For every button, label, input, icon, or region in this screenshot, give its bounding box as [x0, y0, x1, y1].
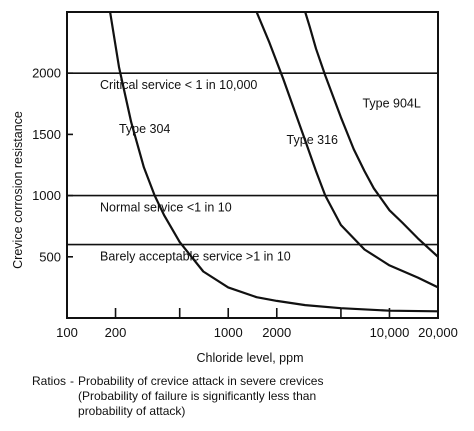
threshold-label: Normal service <1 in 10 [100, 201, 232, 215]
caption-line: (Probability of failure is significantly… [78, 389, 317, 403]
x-tick-label: 10,000 [370, 325, 410, 340]
y-tick-label: 500 [39, 249, 61, 264]
y-axis-title: Crevice corrosion resistance [11, 111, 25, 269]
threshold-label: Barely acceptable service >1 in 10 [100, 250, 291, 264]
caption-line: probability of attack) [78, 404, 186, 418]
plot-area: 500 1000 1500 2000 100 200 1000 2000 10,000 20,00… [32, 11, 458, 340]
x-tick-label: 1000 [214, 325, 243, 340]
series-line [109, 12, 438, 313]
series-label: Type 304 [119, 122, 170, 136]
caption-heading: Ratios [32, 374, 67, 388]
x-axis-title: Chloride level, ppm [197, 351, 304, 365]
y-tick-label: 1500 [32, 127, 61, 142]
chart: 500 1000 1500 2000 100 200 1000 2000 10,000 20,00… [11, 11, 458, 365]
series-line [255, 12, 438, 289]
caption-dash: - [70, 374, 75, 388]
x-tick-label: 100 [56, 325, 78, 340]
series-label: Type 316 [287, 133, 338, 147]
caption-body: Probability of crevice attack in severe … [78, 374, 462, 419]
series-line [304, 12, 438, 258]
x-tick-label: 20,000 [418, 325, 458, 340]
y-tick-label: 2000 [32, 66, 61, 81]
caption: Ratios - Probability of crevice attack i… [32, 374, 462, 419]
series-label: Type 904L [362, 96, 420, 110]
plot-frame [66, 11, 439, 319]
caption-line: Probability of crevice attack in severe … [78, 374, 324, 388]
threshold-label: Critical service < 1 in 10,000 [100, 78, 257, 92]
x-tick-label: 200 [105, 325, 127, 340]
y-tick-label: 1000 [32, 188, 61, 203]
x-tick-label: 2000 [262, 325, 291, 340]
